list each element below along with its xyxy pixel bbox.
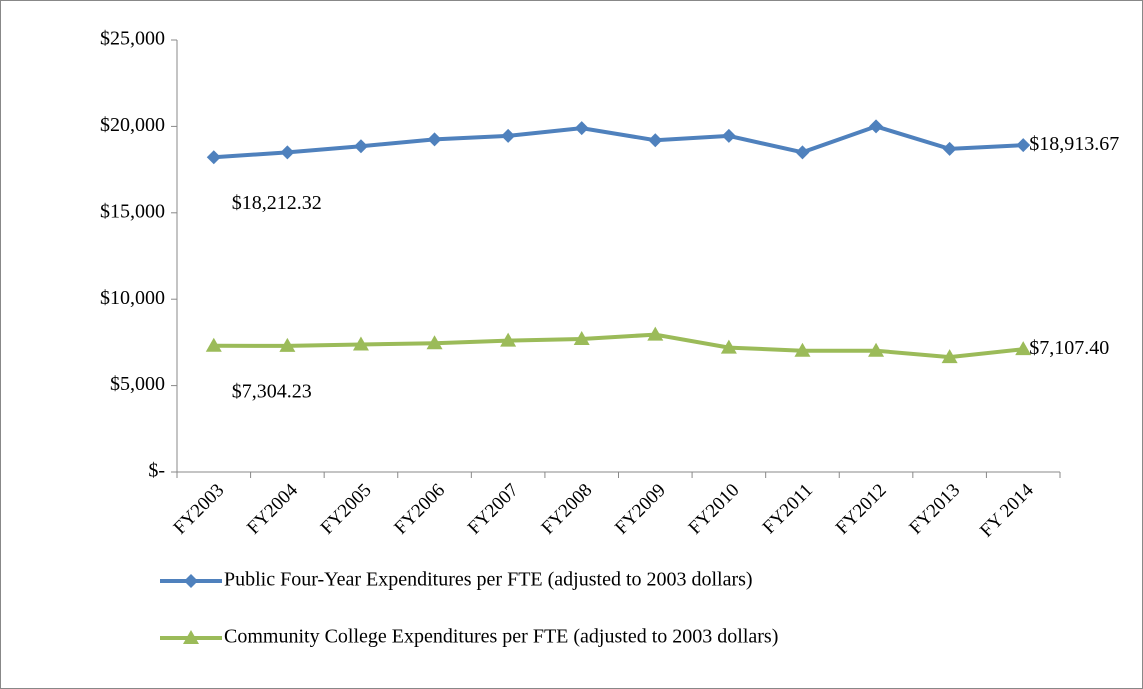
data-label: $7,107.40 <box>1029 337 1109 359</box>
data-point <box>500 332 517 347</box>
data-point <box>426 335 443 350</box>
data-label: $7,304.23 <box>232 380 312 402</box>
y-tick-label: $20,000 <box>100 114 165 136</box>
series-line <box>213 124 1024 160</box>
data-point <box>648 133 663 148</box>
data-point <box>794 342 811 357</box>
legend-marker <box>183 630 199 644</box>
data-point <box>427 132 442 147</box>
data-point <box>574 121 589 136</box>
data-label: $18,212.32 <box>232 192 322 214</box>
y-tick-label: $5,000 <box>110 373 165 395</box>
data-point <box>573 330 590 345</box>
y-tick-label: $25,000 <box>100 28 165 50</box>
data-point <box>1016 138 1031 153</box>
y-tick-label: $15,000 <box>100 200 165 222</box>
data-point <box>352 336 369 351</box>
data-point <box>501 128 516 143</box>
legend-label: Public Four-Year Expenditures per FTE (a… <box>224 569 753 591</box>
data-point <box>1015 341 1032 356</box>
data-point <box>206 150 221 165</box>
data-point <box>942 141 957 156</box>
data-point <box>795 145 810 160</box>
data-point <box>280 145 295 160</box>
y-tick-label: $- <box>148 460 165 482</box>
data-point <box>353 139 368 154</box>
data-point <box>279 337 296 352</box>
data-point <box>720 339 737 354</box>
data-point <box>647 326 664 341</box>
legend-marker <box>184 574 198 588</box>
data-point <box>869 119 884 134</box>
data-point <box>868 342 885 357</box>
data-point <box>721 128 736 143</box>
series-line <box>213 332 1024 360</box>
data-point <box>205 337 222 352</box>
y-tick-label: $10,000 <box>100 287 165 309</box>
legend-label: Community College Expenditures per FTE (… <box>224 626 778 648</box>
data-point <box>941 349 958 364</box>
data-label: $18,913.67 <box>1029 133 1119 155</box>
